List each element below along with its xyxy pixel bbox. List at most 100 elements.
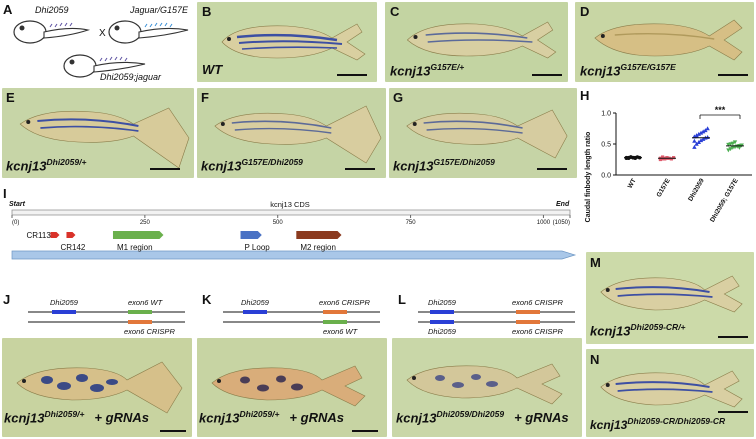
- cds-feature-label: CR113: [27, 231, 52, 240]
- embryo-dhi2059: [13, 20, 91, 44]
- grna-suffix: + gRNAs: [514, 410, 569, 426]
- panel-label-h: H: [580, 88, 590, 103]
- scale-bar: [718, 74, 748, 76]
- significance-stars: ***: [715, 105, 726, 115]
- cds-feature: M1 region: [112, 231, 164, 252]
- genotype-allele: G157E/Dhi2059: [433, 157, 495, 167]
- cds-tick-label: 500: [273, 220, 284, 226]
- genotype-gene: kcnj13: [590, 418, 628, 432]
- label-dhi2059: Dhi2059: [241, 298, 270, 307]
- allele-diagram-k: Dhi2059 exon6 CRISPR exon6 WT: [223, 298, 380, 336]
- cds-ruler: [11, 209, 571, 216]
- data-point: [661, 155, 665, 159]
- genotype-caption-b: WT: [202, 62, 222, 77]
- embryo3-label: Dhi2059;jaguar: [100, 72, 162, 82]
- panel-label-g: G: [393, 90, 404, 105]
- scale-bar: [345, 168, 375, 170]
- allele-diagram-l: Dhi2059 exon6 CRISPR Dhi2059 exon6 CRISP…: [418, 298, 575, 336]
- data-point: [672, 156, 676, 160]
- dhi2059-marker: [243, 310, 267, 314]
- genotype-caption-crispr-k: kcnj13Dhi2059/+ + gRNAs: [199, 409, 344, 425]
- label-dhi2059: Dhi2059: [50, 298, 79, 307]
- panel-label-j: J: [3, 292, 11, 307]
- photo-panel-d: [575, 2, 754, 82]
- panel-label-f: F: [201, 90, 209, 105]
- panel-label-l: L: [398, 292, 406, 307]
- data-point: [728, 147, 733, 152]
- photo-panel-c: [385, 2, 568, 82]
- y-tick-label: 1.0: [601, 111, 611, 118]
- fish-illustration: [16, 361, 183, 414]
- fish-illustration: [211, 365, 366, 407]
- embryo-jaguar: [108, 20, 189, 44]
- kcnj13-cds-map: Start End kcnj13 CDS (0) 250 500 750 1000 (10…: [9, 200, 577, 260]
- scale-bar: [532, 74, 562, 76]
- photo-crispr-j: [2, 338, 192, 437]
- genotype-gene: kcnj13: [199, 410, 240, 426]
- genotype-caption-c: kcnj13G157E/+: [390, 62, 464, 78]
- scale-bar: [718, 411, 748, 413]
- genotype-caption-m: kcnj13Dhi2059-CR/+: [590, 322, 686, 338]
- genotype-allele: Dhi2059/Dhi2059: [436, 409, 505, 419]
- genotype-gene: kcnj13: [590, 323, 631, 339]
- photo-panel-n: [586, 349, 754, 437]
- label-dhi2059: Dhi2059: [428, 327, 457, 336]
- dhi2059-marker: [52, 310, 76, 314]
- crispr-site-arrow: [66, 232, 76, 238]
- cds-tick-label: (0): [12, 220, 19, 226]
- panel-label-d: D: [580, 4, 590, 19]
- cds-tick-label: (1050): [553, 220, 570, 226]
- genotype-caption-e: kcnj13Dhi2059/+: [6, 157, 86, 173]
- dhi2059-marker: [430, 320, 454, 324]
- fish-illustration: [594, 19, 743, 61]
- data-point: [696, 131, 701, 136]
- x-tick-label: Dhi2059; G157E: [709, 177, 740, 224]
- photo-panel-b: [197, 2, 377, 82]
- label-exon6-crispr: exon6 CRISPR: [512, 327, 563, 336]
- cds-feature-label: CR142: [60, 243, 85, 252]
- scale-bar: [337, 74, 367, 76]
- x-tick-label: Dhi2059: [687, 177, 706, 202]
- data-point: [703, 128, 708, 133]
- dhi2059-marker: [430, 310, 454, 314]
- exon6-wt-marker: [323, 320, 347, 324]
- genotype-allele: Dhi2059/+: [46, 157, 87, 167]
- data-point: [730, 141, 735, 146]
- fish-illustration: [19, 107, 190, 169]
- label-dhi2059: Dhi2059: [428, 298, 457, 307]
- fish-illustration: [600, 370, 743, 408]
- data-point: [698, 130, 704, 135]
- exon6-crispr-marker: [516, 310, 540, 314]
- exon6-wt-marker: [128, 310, 152, 314]
- genotype-gene: kcnj13: [201, 158, 242, 174]
- panel-label-k: K: [202, 292, 212, 307]
- embryo-dhi2059-jaguar: [63, 54, 146, 78]
- genotype-gene: WT: [202, 62, 223, 77]
- x-tick-label: G157E: [656, 177, 673, 199]
- domain-arrow: [240, 231, 262, 239]
- data-point: [698, 138, 704, 143]
- scale-bar: [718, 336, 748, 338]
- genotype-gene: kcnj13: [396, 410, 437, 426]
- data-point: [737, 145, 742, 150]
- data-point: [694, 141, 699, 146]
- scale-bar: [150, 168, 180, 170]
- panel-label-n: N: [590, 352, 600, 367]
- label-exon6-crispr: exon6 CRISPR: [512, 298, 563, 307]
- exon6-crispr-marker: [128, 320, 152, 324]
- x-tick-label: WT: [627, 177, 638, 189]
- exon6-crispr-marker: [516, 320, 540, 324]
- fish-illustration: [600, 275, 743, 313]
- data-point: [669, 157, 673, 161]
- data-point: [705, 126, 710, 131]
- genotype-caption-crispr-l: kcnj13Dhi2059/Dhi2059 + gRNAs: [396, 409, 569, 425]
- data-point: [692, 144, 697, 149]
- photo-panel-e: [2, 88, 194, 178]
- genotype-gene: kcnj13: [580, 63, 621, 79]
- cds-feature-label: M1 region: [117, 243, 153, 252]
- grna-suffix: + gRNAs: [289, 410, 344, 426]
- genotype-gene: kcnj13: [4, 410, 45, 426]
- panel-label-e: E: [6, 90, 15, 105]
- genotype-caption-crispr-j: kcnj13Dhi2059/+ + gRNAs: [4, 409, 149, 425]
- panel-label-a: A: [3, 2, 13, 17]
